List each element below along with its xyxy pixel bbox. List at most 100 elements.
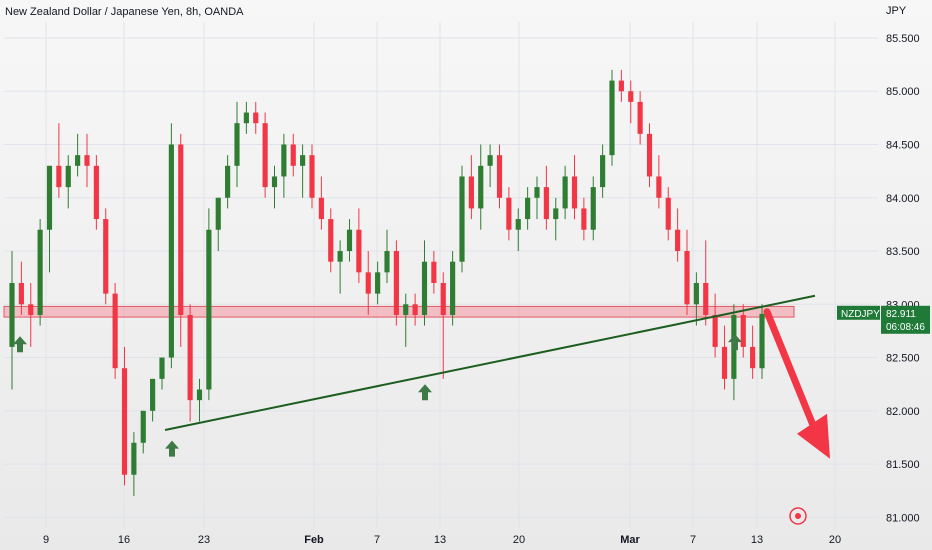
y-tick-label: 81.500 xyxy=(886,459,920,471)
x-tick-label: Mar xyxy=(620,534,640,546)
candle-body xyxy=(459,176,465,262)
candle-body xyxy=(159,357,165,379)
candle-body xyxy=(590,187,596,230)
candle-body xyxy=(421,261,428,315)
candle-body xyxy=(150,378,156,411)
countdown-label: 06:08:46 xyxy=(886,322,925,333)
candle-body xyxy=(328,219,334,262)
candle-body xyxy=(281,144,287,177)
candle-body xyxy=(131,442,137,475)
y-tick-label: 85.500 xyxy=(886,33,920,45)
candle-body xyxy=(609,80,615,156)
candle-body xyxy=(703,282,709,315)
candle-body xyxy=(675,229,681,252)
candle-body xyxy=(684,251,690,305)
candle-body xyxy=(600,155,606,188)
candle-body xyxy=(515,219,521,230)
support-arrow-icon xyxy=(13,336,27,353)
candle-body xyxy=(243,112,249,124)
x-tick-label: 23 xyxy=(198,534,210,546)
target-icon xyxy=(789,507,807,525)
candle-body xyxy=(646,133,653,177)
y-tick-label: 84.500 xyxy=(886,140,920,152)
candle-body xyxy=(440,282,446,315)
candle-body xyxy=(46,165,53,230)
y-tick-label: 85.000 xyxy=(886,86,920,98)
y-tick-label: 84.000 xyxy=(886,193,920,205)
candle-body xyxy=(450,261,456,315)
candle-body xyxy=(262,123,268,188)
chart-title: New Zealand Dollar / Japanese Yen, 8h, O… xyxy=(5,6,244,18)
candle-body xyxy=(581,208,587,230)
candle-body xyxy=(393,251,399,315)
candle-body xyxy=(750,346,756,369)
candle-body xyxy=(168,144,174,358)
candle-body xyxy=(318,197,324,220)
candle-body xyxy=(693,282,699,305)
candle-body xyxy=(84,155,90,166)
candle-body xyxy=(628,91,634,102)
candle-body xyxy=(618,80,624,92)
last-price-label: 82.911 xyxy=(886,309,916,320)
candle-body xyxy=(300,155,306,166)
candle-body xyxy=(740,314,746,347)
price-tag xyxy=(881,305,930,334)
x-tick-label: 9 xyxy=(43,534,49,546)
candle-body xyxy=(18,282,24,305)
candle-body xyxy=(562,176,568,209)
candle-body xyxy=(309,155,315,198)
candle-body xyxy=(412,304,418,315)
candle-body xyxy=(571,176,578,209)
candle-body xyxy=(337,251,343,262)
x-tick-label: 7 xyxy=(690,534,696,546)
candle-body xyxy=(384,251,390,273)
y-tick-label: 82.500 xyxy=(886,353,920,365)
target-icon-dot xyxy=(795,513,801,519)
candle-body xyxy=(93,165,99,220)
candle-body xyxy=(37,229,43,315)
x-tick-label: Feb xyxy=(304,534,324,546)
candle-body xyxy=(506,197,512,230)
candle-body xyxy=(431,261,437,283)
candle-body xyxy=(56,165,62,188)
candle-body xyxy=(28,304,34,315)
candle-body xyxy=(140,410,146,443)
candle-body xyxy=(356,229,362,273)
candle-body xyxy=(206,229,212,390)
candle-body xyxy=(112,293,118,369)
candle-body xyxy=(712,314,718,347)
candle-body xyxy=(721,346,728,379)
candle-body xyxy=(478,165,484,209)
currency-label: JPY xyxy=(886,5,907,17)
candle-body xyxy=(178,144,184,315)
y-tick-label: 81.000 xyxy=(886,512,920,524)
support-arrow-icon xyxy=(728,334,742,351)
candle-body xyxy=(234,123,240,166)
candle-body xyxy=(665,197,671,230)
candle-body xyxy=(271,176,278,188)
projection-arrow-head-icon xyxy=(797,413,830,459)
candle-body xyxy=(656,176,662,198)
candle-body xyxy=(65,165,71,188)
x-tick-label: 13 xyxy=(434,534,446,546)
candle-body xyxy=(468,176,474,209)
candle-body xyxy=(375,272,381,294)
candle-body xyxy=(543,187,549,220)
candle-body xyxy=(187,314,193,401)
symbol-tag xyxy=(837,305,880,320)
x-tick-label: 7 xyxy=(374,534,380,546)
symbol-label: NZDJPY xyxy=(841,309,880,320)
candle-body xyxy=(215,197,221,230)
candle-body xyxy=(553,208,559,220)
y-tick-label: 82.000 xyxy=(886,406,920,418)
trendline xyxy=(164,294,816,431)
support-zone xyxy=(3,305,795,318)
support-arrow-icon xyxy=(165,440,179,457)
candle-body xyxy=(75,155,81,166)
candle-body xyxy=(225,165,231,198)
projection-arrow-shaft xyxy=(763,308,822,441)
candle-body xyxy=(103,219,109,294)
candle-body xyxy=(525,197,531,220)
